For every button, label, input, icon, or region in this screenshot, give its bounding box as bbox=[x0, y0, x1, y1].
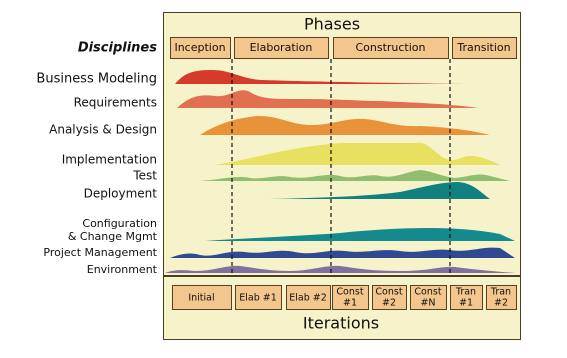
phase-box bbox=[333, 37, 449, 59]
phase-label: Transition bbox=[456, 41, 510, 54]
iterations-title: Iterations bbox=[303, 314, 379, 333]
iteration-box bbox=[235, 285, 282, 310]
iteration-box bbox=[332, 285, 369, 310]
phase-label: Construction bbox=[355, 41, 425, 54]
hump bbox=[268, 182, 490, 199]
iteration-label: Elab #1 bbox=[239, 293, 277, 304]
hump bbox=[215, 143, 500, 165]
humps bbox=[165, 70, 515, 273]
discipline-label: & Change Mgmt bbox=[68, 230, 158, 243]
discipline-label: Business Modeling bbox=[36, 72, 157, 87]
discipline-label: Environment bbox=[87, 263, 158, 276]
iteration-label: Tran bbox=[455, 287, 476, 298]
discipline-label: Analysis & Design bbox=[49, 123, 157, 137]
hump bbox=[205, 228, 515, 241]
iteration-label: Elab #2 bbox=[289, 293, 327, 304]
hump bbox=[200, 170, 510, 181]
iteration-label: Initial bbox=[188, 293, 214, 304]
phase-dividers bbox=[231, 59, 451, 276]
hump bbox=[165, 265, 515, 273]
iteration-label: Tran bbox=[490, 287, 511, 298]
hump bbox=[175, 70, 465, 84]
iteration-box bbox=[172, 285, 232, 310]
hump bbox=[200, 116, 490, 135]
iteration-label: #1 bbox=[459, 298, 473, 309]
discipline-label: Project Management bbox=[43, 246, 157, 259]
hump bbox=[177, 90, 478, 108]
iteration-label: #2 bbox=[494, 298, 508, 309]
phase-box bbox=[234, 37, 329, 59]
iteration-box bbox=[286, 285, 331, 310]
phase-box bbox=[170, 37, 231, 59]
hump bbox=[170, 247, 515, 258]
iteration-label: #2 bbox=[382, 298, 396, 309]
iteration-label: #1 bbox=[343, 298, 357, 309]
iteration-box bbox=[486, 285, 517, 310]
iteration-label: Const bbox=[336, 287, 363, 298]
discipline-label: Requirements bbox=[74, 96, 157, 110]
discipline-label: Test bbox=[132, 169, 157, 183]
phase-label: Elaboration bbox=[250, 41, 313, 54]
iteration-label: #N bbox=[420, 298, 435, 309]
discipline-label: Deployment bbox=[84, 187, 158, 201]
phase-box bbox=[452, 37, 517, 59]
discipline-label: Configuration bbox=[82, 217, 157, 230]
iteration-box bbox=[410, 285, 447, 310]
iteration-box bbox=[372, 285, 407, 310]
iteration-label: Const bbox=[375, 287, 402, 298]
phases-title: Phases bbox=[304, 15, 360, 34]
phase-label: Inception bbox=[174, 41, 225, 54]
disciplines-heading: Disciplines bbox=[78, 41, 157, 56]
iteration-label: Const bbox=[414, 287, 441, 298]
discipline-label: Implementation bbox=[62, 153, 157, 167]
iteration-box bbox=[450, 285, 483, 310]
